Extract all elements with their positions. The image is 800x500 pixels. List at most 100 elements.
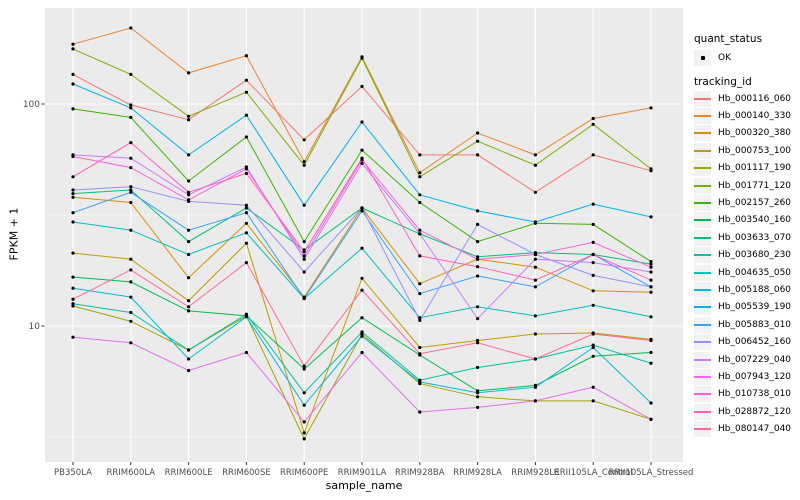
data-point: [533, 220, 538, 224]
data-point: [591, 354, 595, 358]
data-point: [302, 257, 306, 261]
data-point: [71, 82, 75, 86]
data-point: [591, 303, 595, 307]
x-tick-label: RRIM928LE: [511, 468, 559, 478]
data-point: [71, 175, 75, 179]
legend-key: [694, 195, 711, 212]
data-point: [244, 203, 248, 207]
legend-label: Hb_002157_260: [718, 198, 792, 209]
data-point: [187, 114, 191, 118]
data-point: [71, 72, 75, 76]
data-point: [649, 270, 653, 274]
legend-key: [694, 142, 711, 159]
data-point: [418, 254, 422, 258]
data-point: [129, 310, 133, 315]
data-point: [476, 240, 480, 244]
data-point: [129, 115, 133, 119]
data-point: [360, 330, 364, 334]
data-point: [244, 261, 248, 265]
legend-key: [694, 160, 711, 177]
data-point: [71, 286, 75, 290]
data-point: [476, 338, 480, 343]
data-point: [244, 78, 248, 82]
data-point: [187, 71, 191, 75]
data-point: [71, 302, 75, 306]
data-point: [360, 209, 364, 213]
data-point: [591, 222, 595, 226]
point-symbol-icon: [700, 56, 705, 60]
data-point: [649, 260, 653, 264]
data-point: [476, 405, 480, 409]
data-point: [418, 352, 422, 356]
data-points: [71, 26, 653, 441]
data-point: [187, 179, 191, 183]
legend-label: Hb_000320_380: [718, 128, 792, 139]
legend-entry: Hb_003540_160: [694, 212, 791, 229]
legend-key: [694, 212, 711, 229]
data-point: [244, 221, 248, 225]
legend-entry: Hb_001771_120: [694, 177, 791, 194]
data-point: [360, 161, 364, 165]
legend-entry: Hb_007943_120: [694, 368, 791, 385]
data-point: [418, 193, 422, 197]
data-point: [360, 84, 364, 88]
legend-key: [694, 108, 711, 125]
legend-label: Hb_007229_040: [718, 354, 792, 365]
legend-label: Hb_001771_120: [718, 180, 792, 191]
legend-line-swatch: [694, 428, 711, 431]
data-point: [129, 72, 133, 76]
legend-key: [694, 386, 711, 403]
data-point: [71, 107, 75, 111]
data-point: [649, 350, 653, 355]
data-point: [476, 131, 480, 135]
data-point: [129, 106, 133, 110]
data-point: [360, 316, 364, 320]
legend-entry: Hb_028872_120: [694, 403, 791, 420]
legend-label: OK: [718, 53, 731, 63]
data-point: [591, 153, 595, 157]
legend-label: Hb_005539_190: [718, 302, 792, 313]
data-point: [591, 252, 595, 257]
legend-label: Hb_003680_230: [718, 250, 792, 261]
data-point: [649, 262, 653, 266]
data-point: [591, 273, 595, 277]
legend-label: Hb_001117_190: [718, 163, 792, 174]
data-point: [244, 90, 248, 94]
data-point: [302, 160, 306, 164]
legend-line-swatch: [694, 323, 711, 326]
data-point: [244, 211, 248, 215]
legend-entry: Hb_005883_010: [694, 316, 791, 333]
data-point: [302, 138, 306, 142]
data-point: [129, 280, 133, 284]
legend-title-tracking-id: tracking_id: [694, 76, 752, 88]
legend-line-swatch: [694, 132, 711, 135]
data-point: [591, 240, 595, 244]
data-point: [71, 188, 75, 192]
data-point: [649, 361, 653, 365]
legend-line-swatch: [694, 410, 711, 413]
data-point: [302, 403, 306, 407]
data-point: [649, 401, 653, 405]
legend-line-swatch: [694, 358, 711, 361]
legend-key: [694, 177, 711, 194]
legend-entry: Hb_000753_100: [694, 142, 791, 159]
data-point: [360, 148, 364, 152]
data-point: [244, 241, 248, 245]
data-point: [591, 345, 595, 350]
legend-line-swatch: [694, 393, 711, 396]
legend-line-swatch: [694, 149, 711, 152]
legend-entry: Hb_006452_160: [694, 333, 791, 351]
legend-label: Hb_028872_120: [718, 406, 792, 417]
legend-label: Hb_000140_330: [718, 111, 792, 122]
data-point: [418, 292, 422, 296]
data-point: [476, 153, 480, 157]
data-point: [360, 156, 364, 160]
data-point: [302, 391, 306, 395]
data-point: [533, 163, 538, 167]
data-point: [533, 153, 538, 157]
data-point: [649, 265, 653, 269]
data-point: [418, 316, 422, 320]
data-point: [244, 113, 248, 117]
data-point: [418, 153, 422, 157]
